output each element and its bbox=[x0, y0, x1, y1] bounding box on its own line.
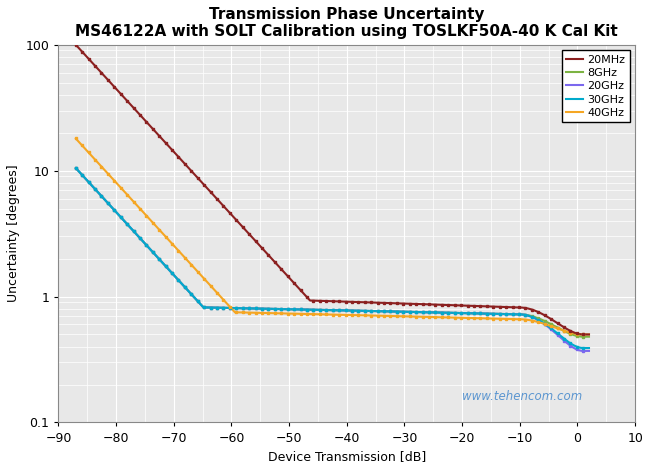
8GHz bbox=[580, 334, 588, 339]
30GHz bbox=[72, 165, 80, 171]
40GHz bbox=[145, 216, 153, 221]
Line: 40GHz: 40GHz bbox=[76, 139, 589, 335]
30GHz bbox=[484, 311, 492, 316]
30GHz bbox=[499, 311, 506, 317]
20GHz bbox=[97, 192, 105, 198]
20GHz bbox=[72, 165, 80, 171]
20GHz bbox=[499, 311, 506, 317]
Text: www.tehencom.com: www.tehencom.com bbox=[462, 390, 582, 403]
30GHz bbox=[297, 306, 305, 312]
20MHz bbox=[297, 288, 305, 293]
20MHz bbox=[72, 42, 80, 48]
40GHz bbox=[97, 163, 105, 168]
Title: Transmission Phase Uncertainty
MS46122A with SOLT Calibration using TOSLKF50A-40: Transmission Phase Uncertainty MS46122A … bbox=[75, 7, 618, 39]
8GHz bbox=[585, 334, 593, 339]
8GHz bbox=[145, 245, 153, 251]
40GHz bbox=[585, 332, 593, 337]
20MHz bbox=[585, 332, 593, 337]
8GHz bbox=[218, 305, 226, 311]
20GHz bbox=[145, 245, 153, 251]
20GHz bbox=[297, 306, 305, 312]
20MHz bbox=[499, 304, 506, 310]
20MHz bbox=[218, 202, 226, 208]
Legend: 20MHz, 8GHz, 20GHz, 30GHz, 40GHz: 20MHz, 8GHz, 20GHz, 30GHz, 40GHz bbox=[562, 50, 630, 123]
8GHz bbox=[97, 192, 105, 198]
8GHz bbox=[297, 306, 305, 312]
40GHz bbox=[484, 316, 492, 321]
30GHz bbox=[585, 345, 593, 351]
30GHz bbox=[580, 345, 588, 351]
40GHz bbox=[72, 136, 80, 141]
8GHz bbox=[72, 165, 80, 171]
Y-axis label: Uncertainty [degrees]: Uncertainty [degrees] bbox=[7, 165, 20, 302]
Line: 30GHz: 30GHz bbox=[76, 168, 589, 348]
Line: 20GHz: 20GHz bbox=[76, 168, 589, 351]
40GHz bbox=[218, 296, 226, 301]
40GHz bbox=[499, 316, 506, 321]
30GHz bbox=[97, 192, 105, 198]
30GHz bbox=[145, 245, 153, 251]
Line: 8GHz: 8GHz bbox=[76, 168, 589, 337]
8GHz bbox=[484, 311, 492, 316]
20GHz bbox=[585, 348, 593, 354]
40GHz bbox=[297, 311, 305, 317]
8GHz bbox=[499, 311, 506, 317]
30GHz bbox=[218, 305, 226, 311]
20GHz bbox=[218, 305, 226, 311]
20MHz bbox=[580, 332, 588, 337]
Line: 20MHz: 20MHz bbox=[76, 45, 589, 335]
20MHz bbox=[97, 69, 105, 75]
20GHz bbox=[580, 348, 588, 354]
20GHz bbox=[484, 311, 492, 316]
X-axis label: Device Transmission [dB]: Device Transmission [dB] bbox=[268, 450, 426, 463]
20MHz bbox=[145, 122, 153, 127]
20MHz bbox=[484, 304, 492, 309]
40GHz bbox=[580, 332, 588, 337]
